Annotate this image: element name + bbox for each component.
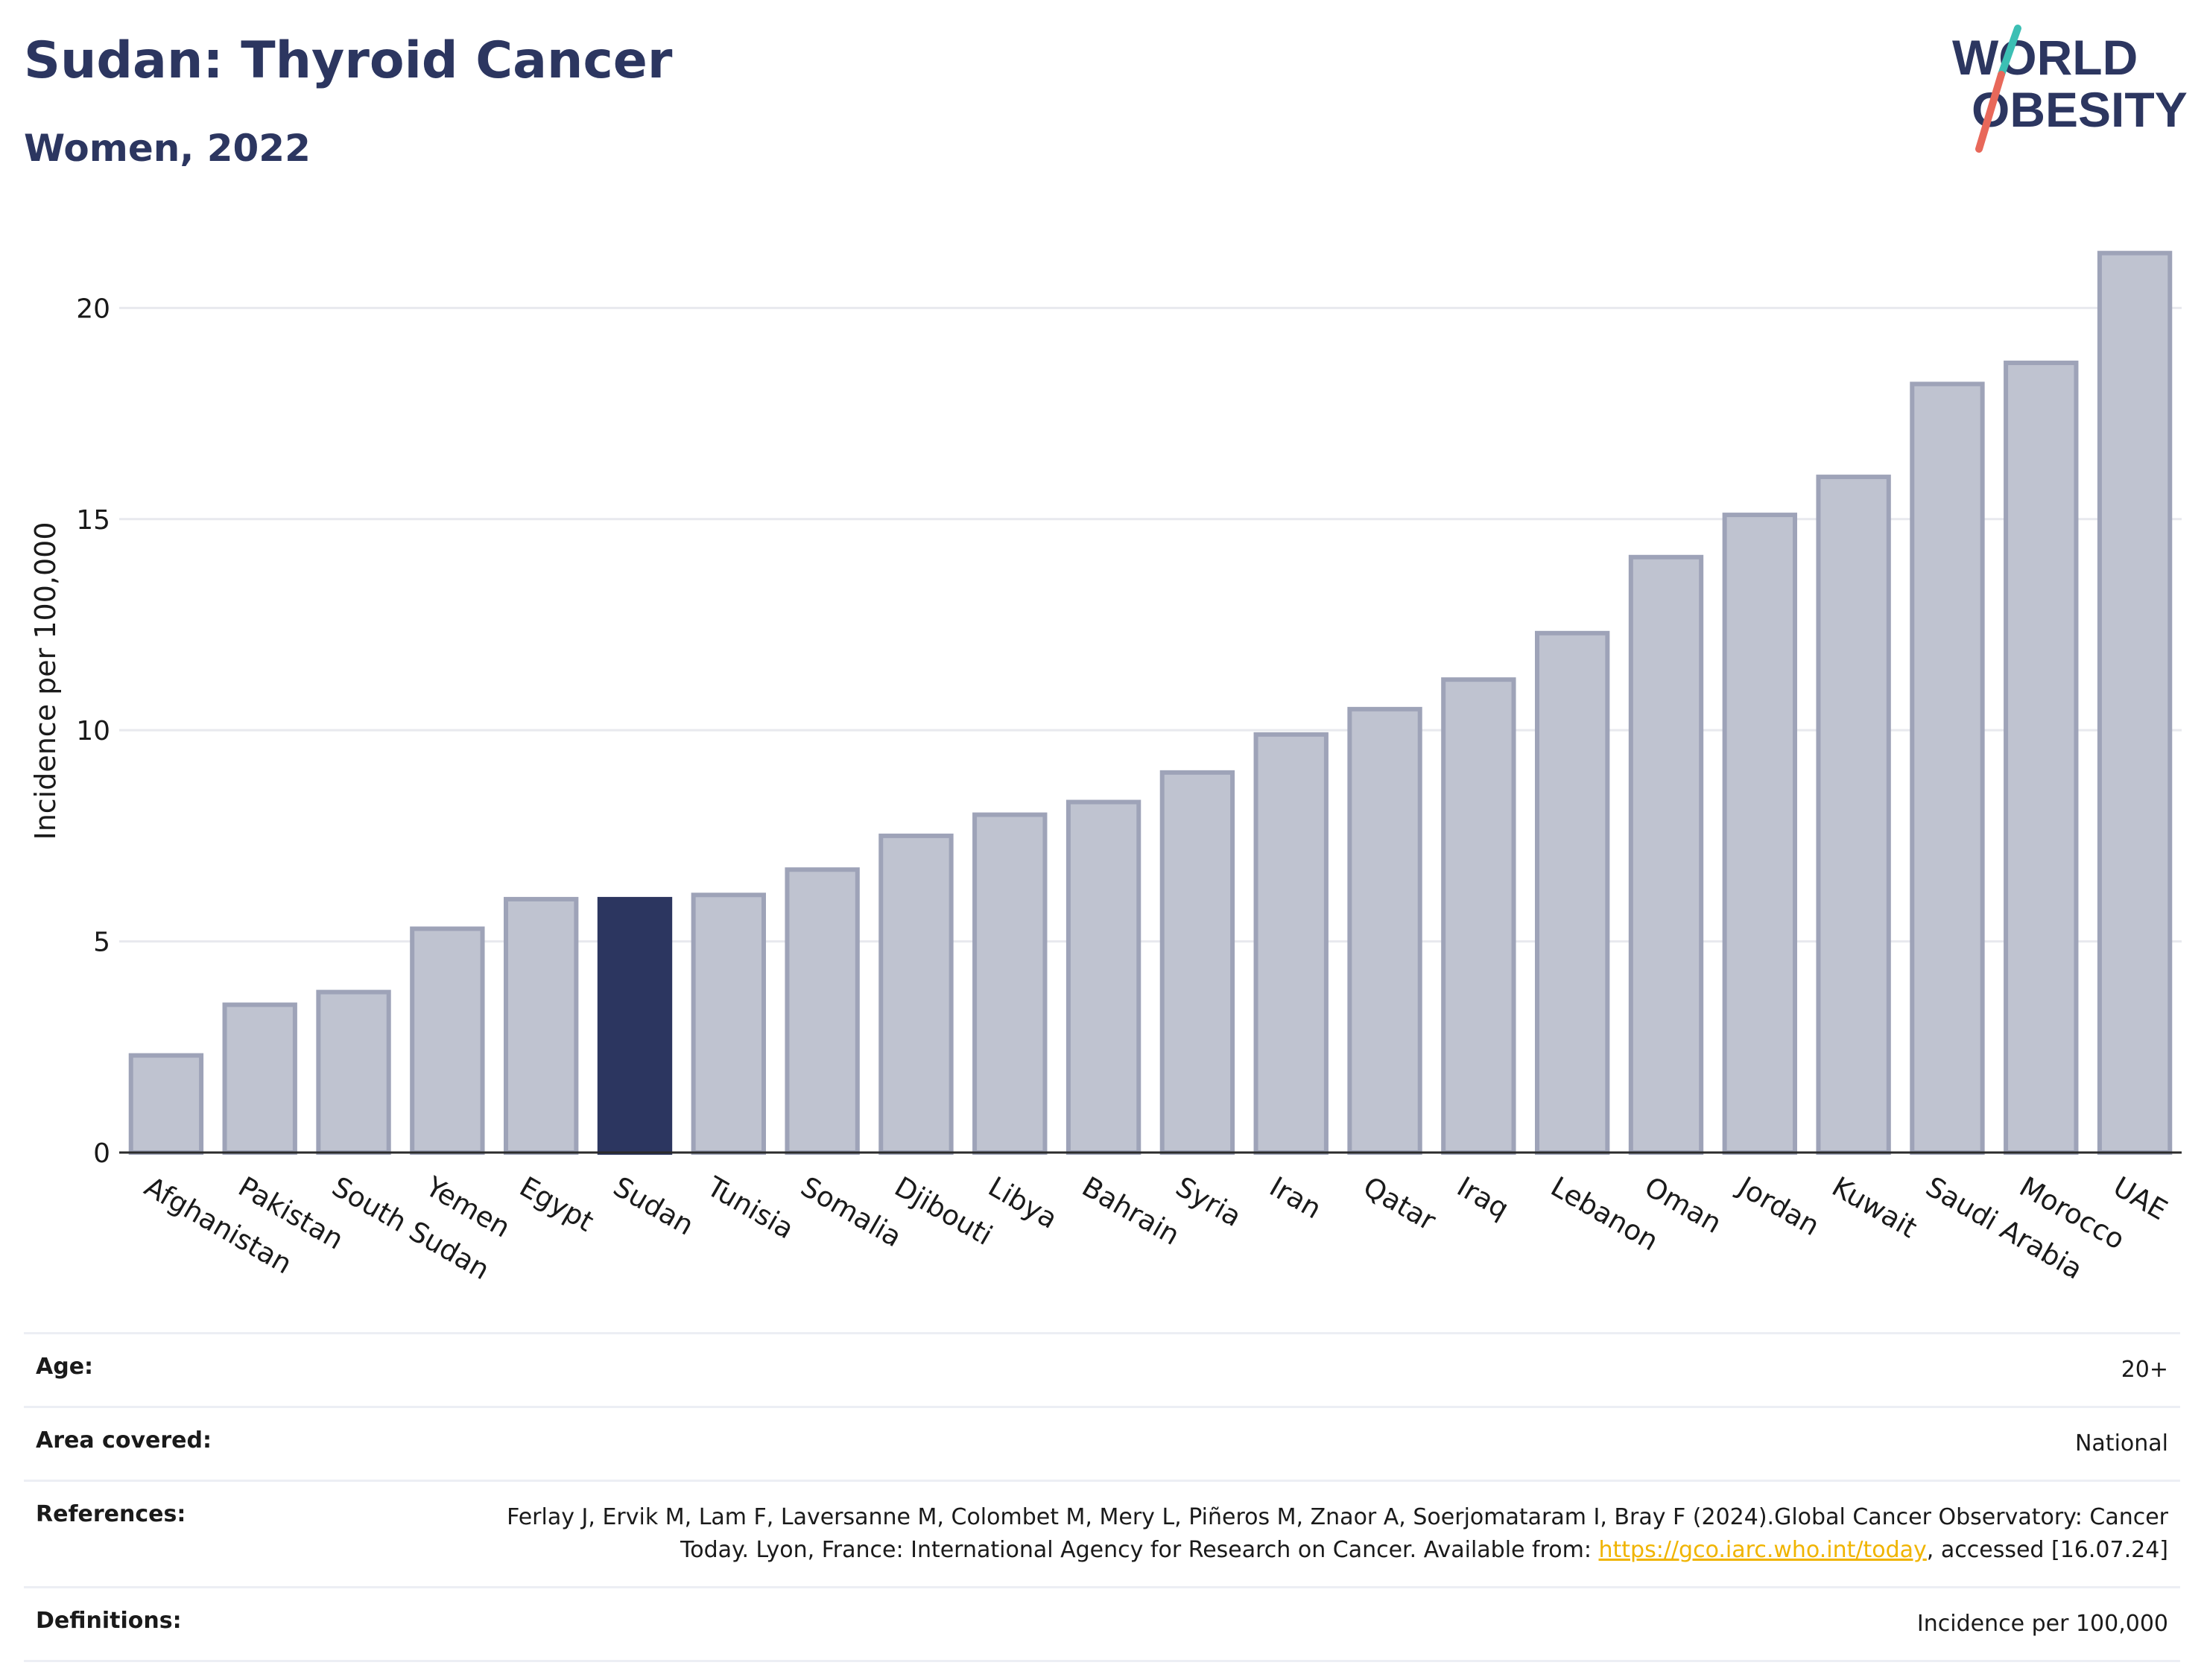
meta-row-definitions: Definitions: Incidence per 100,000 [24, 1586, 2180, 1662]
bar [1065, 799, 1141, 1155]
meta-references-label: References: [36, 1501, 186, 1527]
bar-highlight [597, 896, 673, 1155]
references-link[interactable]: https://gco.iarc.who.int/today [1598, 1537, 1927, 1563]
meta-definitions-value: Incidence per 100,000 [1916, 1611, 2168, 1637]
bar [785, 867, 860, 1155]
meta-row-area: Area covered: National [24, 1406, 2180, 1480]
x-tick-label: Egypt [514, 1170, 599, 1238]
x-tick-label: Kuwait [1827, 1170, 1923, 1244]
bar [2097, 250, 2173, 1156]
references-accessed: , accessed [16.07.24] [1926, 1537, 2168, 1563]
x-tick-label: Tunisia [701, 1170, 799, 1246]
bar [1253, 732, 1329, 1155]
meta-area-label: Area covered: [36, 1427, 212, 1454]
bar [1722, 513, 1798, 1155]
meta-age-value: 20+ [2121, 1357, 2168, 1383]
x-tick-label: Sudan [608, 1170, 699, 1242]
x-tick-label: UAE [2108, 1170, 2173, 1226]
meta-references-value: Ferlay J, Ervik M, Lam F, Laversanne M, … [455, 1501, 2168, 1567]
y-tick-label: 20 [76, 294, 110, 324]
bar [410, 926, 485, 1155]
x-tick-label: Djibouti [889, 1170, 998, 1252]
bar [1347, 706, 1422, 1155]
meta-age-label: Age: [36, 1354, 94, 1380]
bar [222, 1002, 297, 1156]
bar [1535, 630, 1610, 1155]
bar [1159, 770, 1235, 1155]
x-tick-label: Qatar [1358, 1170, 1441, 1237]
x-tick-label: Somalia [796, 1170, 908, 1253]
x-tick-label: Jordan [1732, 1170, 1825, 1242]
bar [691, 893, 766, 1156]
bar [316, 989, 391, 1156]
y-tick-label: 15 [76, 505, 110, 536]
y-tick-label: 10 [76, 716, 110, 747]
y-tick-label: 0 [93, 1138, 110, 1169]
bar [972, 812, 1048, 1155]
meta-definitions-label: Definitions: [36, 1608, 182, 1634]
page-title: Sudan: Thyroid Cancer [24, 31, 673, 90]
bar [1910, 381, 1985, 1156]
metadata-table: Age: 20+ Area covered: National Referenc… [24, 1332, 2180, 1662]
bar [878, 833, 954, 1155]
page-subtitle: Women, 2022 [24, 127, 311, 170]
bar [1628, 554, 1704, 1155]
meta-area-value: National [2074, 1430, 2168, 1456]
world-obesity-logo: WORLD OBESITY [1952, 25, 2188, 153]
x-tick-label: Iran [1264, 1170, 1327, 1225]
bars [128, 250, 2173, 1156]
x-tick-label: South Sudan [326, 1170, 495, 1286]
bar [128, 1053, 204, 1156]
bar [1816, 475, 1891, 1155]
y-axis-label: Incidence per 100,000 [29, 522, 62, 840]
references-text: Ferlay J, Ervik M, Lam F, Laversanne M, … [507, 1504, 2168, 1563]
meta-row-age: Age: 20+ [24, 1332, 2180, 1406]
x-tick-label: Saudi Arabia [1920, 1170, 2088, 1286]
x-tick-label: Iraq [1451, 1170, 1514, 1225]
x-tick-label: Bahrain [1077, 1170, 1185, 1252]
bar [504, 896, 579, 1155]
logo-line1: WORLD [1952, 30, 2138, 85]
logo-line2: OBESITY [1972, 82, 2188, 137]
bar [1441, 677, 1516, 1155]
bar [2004, 361, 2079, 1155]
x-tick-label: Lebanon [1545, 1170, 1664, 1257]
meta-row-references: References: Ferlay J, Ervik M, Lam F, La… [24, 1480, 2180, 1586]
y-tick-label: 5 [93, 928, 110, 958]
